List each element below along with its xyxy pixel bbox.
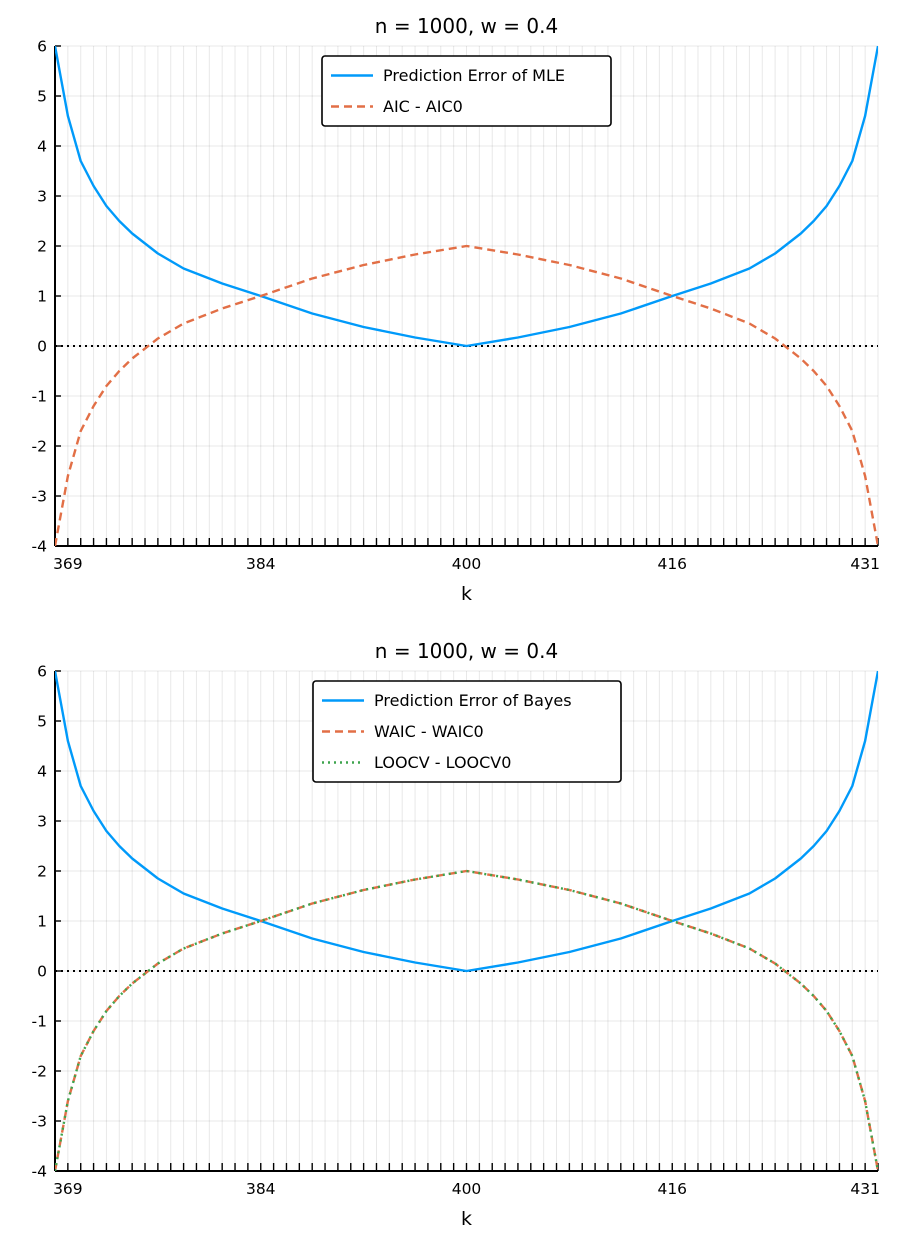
x-axis-label: k — [461, 583, 472, 605]
y-tick-label: 5 — [37, 713, 47, 731]
x-tick-label: 384 — [246, 1180, 276, 1198]
series-line-2 — [55, 244, 878, 546]
y-tick-label: -2 — [32, 1063, 47, 1081]
legend: Prediction Error of MLE AIC - AIC0 — [321, 55, 612, 127]
legend-box — [321, 55, 612, 127]
y-tick-label: -1 — [32, 1013, 47, 1031]
y-tick-label: 6 — [37, 38, 47, 56]
y-tick-label: 4 — [37, 763, 47, 781]
y-tick-label: 2 — [37, 238, 47, 256]
y-tick-label: -3 — [32, 1113, 47, 1131]
x-tick-label: 431 — [850, 1180, 880, 1198]
y-tick-label: -4 — [32, 538, 47, 556]
x-tick-label: 400 — [452, 1180, 482, 1198]
legend-label: LOOCV - LOOCV0 — [374, 753, 511, 772]
y-tick-label: 1 — [37, 913, 47, 931]
x-axis-label: k — [461, 1208, 472, 1230]
chart-panel-1: -4 -3 -2 -1 0 1 2 3 4 5 6 369 384 400 416 431 n = 1000, … — [32, 14, 880, 605]
y-tick-label: 3 — [37, 813, 47, 831]
y-tick-label: 3 — [37, 188, 47, 206]
legend-label: WAIC - WAIC0 — [374, 722, 484, 741]
y-tick-label: -4 — [32, 1163, 47, 1181]
x-tick-label: 431 — [850, 555, 880, 573]
legend-label: Prediction Error of MLE — [383, 66, 565, 85]
legend-box — [312, 680, 622, 783]
legend-label: Prediction Error of Bayes — [374, 691, 572, 710]
x-tick-label: 416 — [657, 1180, 687, 1198]
y-tick-label: 5 — [37, 88, 47, 106]
y-tick-label: 0 — [37, 338, 47, 356]
chart-title: n = 1000, w = 0.4 — [375, 639, 558, 663]
y-tick-label: 4 — [37, 138, 47, 156]
x-tick-label: 384 — [246, 555, 276, 573]
legend: Prediction Error of Bayes WAIC - WAIC0 LOO… — [312, 680, 622, 783]
x-tick-label: 369 — [53, 1180, 83, 1198]
legend-label: AIC - AIC0 — [383, 97, 463, 116]
series-line-2 — [55, 869, 878, 1171]
y-tick-label: 2 — [37, 863, 47, 881]
series-line-1 — [55, 671, 878, 973]
y-tick-label: -1 — [32, 388, 47, 406]
y-tick-label: 0 — [37, 963, 47, 981]
chart-title: n = 1000, w = 0.4 — [375, 14, 558, 38]
x-tick-label: 416 — [657, 555, 687, 573]
y-tick-label: 6 — [37, 663, 47, 681]
x-tick-label: 369 — [53, 555, 83, 573]
y-tick-label: -2 — [32, 438, 47, 456]
y-tick-label: 1 — [37, 288, 47, 306]
series-line-1 — [55, 46, 878, 348]
x-tick-label: 400 — [452, 555, 482, 573]
chart-panel-2: -4 -3 -2 -1 0 1 2 3 4 5 6 369 384 400 416 431 n = 1000, … — [32, 639, 880, 1230]
y-tick-label: -3 — [32, 488, 47, 506]
